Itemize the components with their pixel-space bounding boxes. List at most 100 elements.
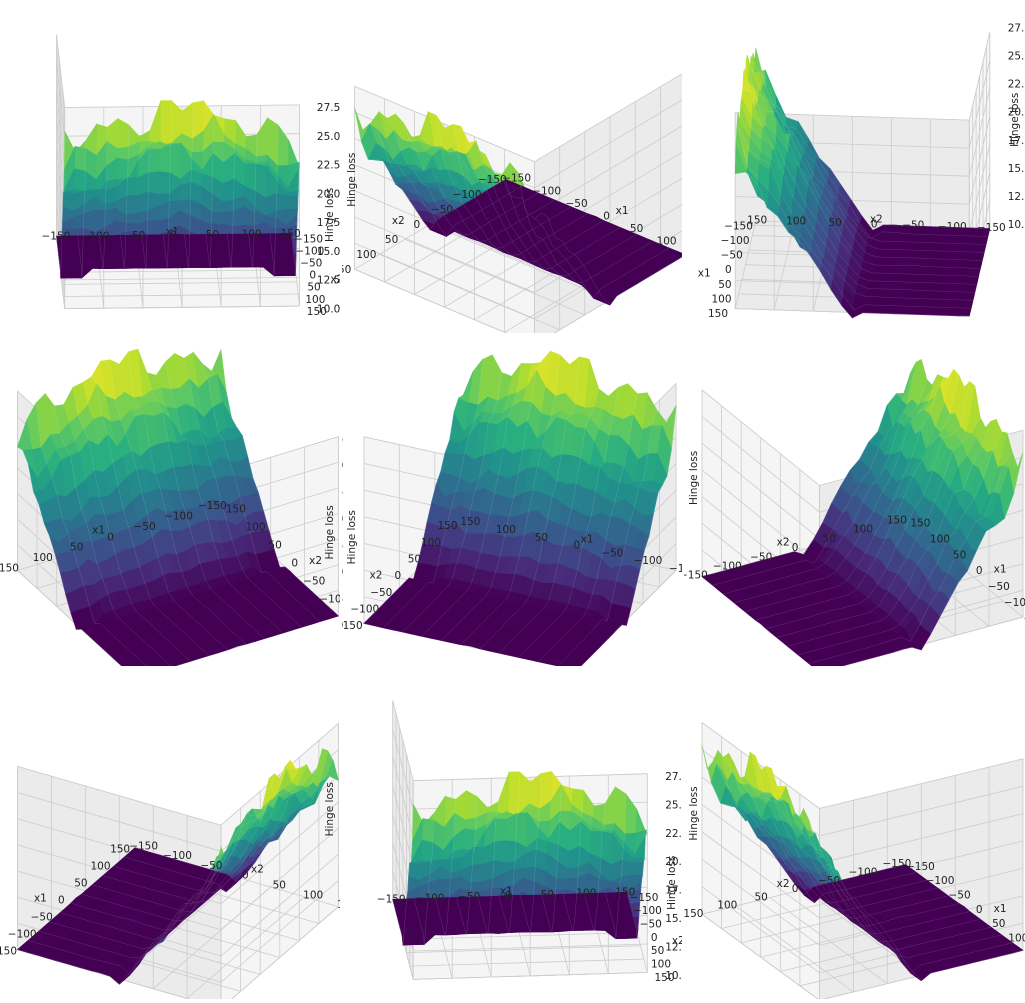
surface-patch — [866, 297, 878, 301]
surface-patch — [893, 274, 905, 278]
surface-patch — [89, 242, 100, 245]
hinge-loss-axis-label: Hinge loss — [346, 510, 358, 564]
surface-patch — [283, 257, 294, 260]
surface-patch — [518, 928, 530, 932]
surface-patch — [921, 242, 933, 246]
surface-patch — [188, 264, 199, 268]
x1-tick-label: 100 — [496, 524, 516, 536]
surface-patch — [137, 192, 148, 213]
surface-patch — [515, 917, 527, 921]
surface-patch — [897, 254, 909, 258]
x1-tick-label: 0 — [107, 531, 114, 543]
surface-patch — [926, 267, 938, 271]
surface-patch — [165, 251, 176, 254]
x2-tick-label: 100 — [421, 537, 441, 549]
surface-patch — [963, 292, 975, 296]
surface-patch — [250, 244, 261, 247]
surface-patch — [878, 245, 890, 249]
surface-patch — [220, 260, 231, 264]
surface-patch — [888, 245, 900, 249]
surface-patch — [560, 923, 572, 927]
surface-patch — [925, 271, 937, 275]
surface-patch — [395, 906, 407, 910]
surface-patch — [282, 243, 293, 246]
surface-patch — [113, 259, 124, 262]
z-tick-label: 17.5 — [342, 540, 343, 552]
surface-plot-6: −150−100−50050100150−150−100−50050100150… — [684, 333, 1025, 666]
surface-patch — [396, 914, 408, 918]
surface-patch — [80, 256, 91, 259]
x2-tick-label: −150 — [478, 174, 507, 186]
surface-patch — [208, 251, 219, 254]
surface-patch — [524, 910, 536, 914]
surface-patch — [134, 258, 145, 262]
surface-patch — [156, 265, 167, 268]
surface-patch — [475, 926, 487, 930]
surface-patch — [155, 257, 166, 261]
surface-patch — [69, 256, 80, 259]
x2-tick-label: 50 — [829, 217, 842, 229]
surface-patch — [198, 254, 209, 257]
surface-patch — [197, 251, 208, 254]
surface-patch — [60, 269, 71, 279]
surface-patch — [864, 305, 876, 309]
surface-patch — [939, 303, 951, 307]
surface-patch — [497, 929, 509, 933]
surface-patch — [461, 915, 473, 919]
x2-tick-label: 0 — [395, 570, 402, 582]
surface-patch — [143, 245, 154, 248]
subplot-5: −150−100−50050100150−150−100−50050100150… — [342, 333, 682, 666]
surface-patch — [886, 302, 898, 306]
surface-patch — [924, 230, 936, 234]
surface-patch — [878, 289, 890, 294]
surface-patch — [920, 295, 932, 299]
surface-patch — [931, 295, 943, 299]
surface-patch — [899, 246, 911, 250]
surface-patch — [905, 265, 917, 270]
surface-patch — [276, 194, 287, 212]
surface-patch — [910, 246, 922, 250]
surface-patch — [470, 908, 482, 912]
surface-patch — [537, 917, 549, 921]
x1-tick-label: −50 — [721, 250, 743, 262]
x2-tick-label: 150 — [437, 520, 457, 532]
surface-patch — [446, 897, 458, 901]
surface-patch — [74, 169, 85, 192]
hinge-loss-axis-label: Hinge loss — [324, 782, 336, 836]
surface-patch — [913, 234, 925, 238]
surface-patch — [931, 247, 943, 251]
surface-patch — [452, 919, 464, 923]
surface-patch — [942, 247, 954, 251]
surface-patch — [883, 225, 895, 229]
surface-patch — [60, 265, 71, 269]
subplot-4: −150−100−50050100150−150−100−50050100150… — [0, 333, 340, 666]
hinge-loss-axis-label: Hinge loss — [324, 188, 336, 242]
surface-patch — [494, 841, 506, 863]
surface-patch — [944, 239, 956, 243]
surface-patch — [180, 182, 191, 201]
surface-patch — [261, 247, 272, 251]
surface-patch — [123, 255, 134, 259]
x1-tick-label: 50 — [206, 229, 219, 241]
surface-patch — [909, 294, 921, 298]
surface-patch — [970, 264, 982, 268]
surface-patch — [900, 242, 912, 246]
surface-patch — [79, 246, 90, 249]
surface-patch — [894, 269, 906, 274]
x2-tick-label: 100 — [786, 216, 806, 228]
surface-patch — [197, 248, 208, 252]
surface-patch — [458, 904, 470, 908]
surface-patch — [160, 101, 171, 145]
surface-patch — [430, 920, 442, 924]
surface-patch — [463, 923, 475, 927]
surface-patch — [397, 917, 409, 921]
surface-patch — [159, 172, 170, 195]
x1-tick-label: −100 — [1004, 597, 1025, 609]
surface-patch — [944, 235, 956, 239]
x2-axis-label: x2 — [330, 273, 340, 285]
x1-tick-label: 50 — [953, 549, 966, 561]
surface-patch — [925, 275, 937, 279]
surface-patch — [917, 307, 929, 311]
surface-patch — [962, 296, 974, 300]
surface-patch — [924, 279, 936, 283]
